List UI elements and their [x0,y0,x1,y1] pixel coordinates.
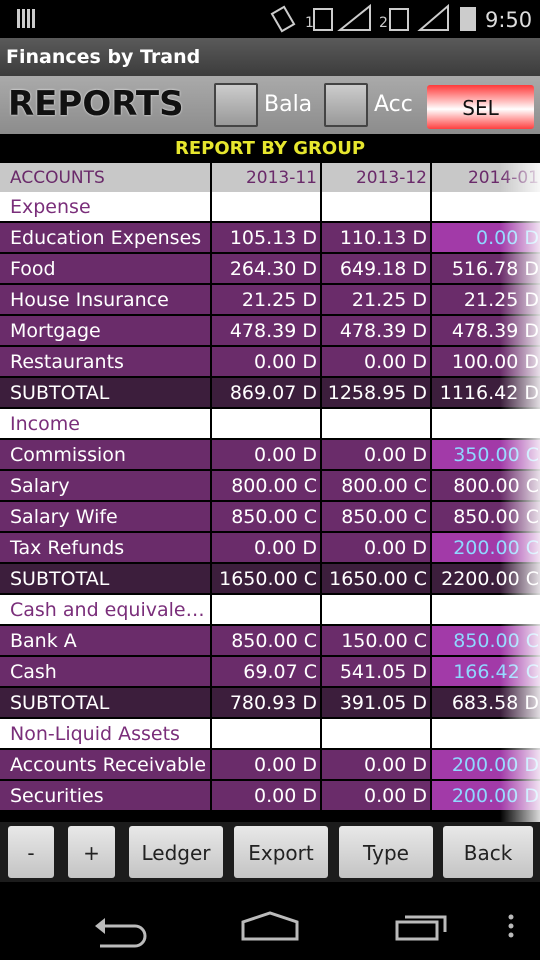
table-cell[interactable]: 0.00 D [212,781,320,810]
table-cell[interactable]: 69.07 C [212,657,320,686]
table-cell[interactable]: 0.00 D [322,750,430,779]
checkbox-label: Bala [264,92,313,117]
table-cell: Cash and equivale… [0,595,210,624]
table-cell[interactable]: SUBTOTAL [0,378,210,407]
table-cell[interactable]: Food [0,254,210,283]
table-cell[interactable]: SUBTOTAL [0,688,210,717]
button[interactable]: Type [339,826,433,878]
status-bar: 1 2 9:50 [0,0,540,38]
sim2: 2 [379,15,388,31]
table-cell[interactable]: 0.00 D [212,533,320,562]
table-cell[interactable]: SUBTOTAL [0,564,210,593]
table-cell[interactable]: Salary [0,471,210,500]
table-cell [322,409,430,438]
button[interactable]: - [8,826,54,878]
table-cell [322,719,430,748]
table-cell[interactable]: 391.05 D [322,688,430,717]
table-cell[interactable]: Mortgage [0,316,210,345]
checkbox-label: Acc [374,92,413,117]
table-cell[interactable]: 1650.00 C [322,564,430,593]
table-cell[interactable]: Cash [0,657,210,686]
table-cell [212,192,320,221]
table-cell: Income [0,409,210,438]
table-cell[interactable]: 150.00 C [322,626,430,655]
table-cell[interactable]: Restaurants [0,347,210,376]
table-cell [212,595,320,624]
table-cell[interactable]: Education Expenses [0,223,210,252]
table-cell[interactable]: 21.25 D [322,285,430,314]
table-cell[interactable]: 869.07 D [212,378,320,407]
table-cell[interactable]: 0.00 D [212,750,320,779]
table-cell[interactable]: 21.25 D [212,285,320,314]
button[interactable]: Back [443,826,533,878]
table-cell[interactable]: 105.13 D [212,223,320,252]
clock: 9:50 [485,8,532,32]
checkbox[interactable] [324,83,368,127]
table-cell: Expense [0,192,210,221]
table-cell: Non-Liquid Assets [0,719,210,748]
table-cell[interactable]: 0.00 D [322,781,430,810]
checkbox[interactable] [214,83,258,127]
table-cell[interactable]: 0.00 D [212,347,320,376]
table-cell[interactable]: Bank A [0,626,210,655]
app-title: Finances by Trand [0,38,540,76]
column-header: 2013-12 [322,163,430,192]
table-cell[interactable]: 0.00 D [322,440,430,469]
select-button[interactable]: SEL [427,85,534,129]
table-cell[interactable]: 800.00 C [212,471,320,500]
status-icons: 1 2 9:50 [17,3,532,33]
table-cell [322,192,430,221]
table-cell[interactable]: 0.00 D [322,347,430,376]
table-cell[interactable]: 800.00 C [322,471,430,500]
table-cell[interactable]: 478.39 D [322,316,430,345]
button[interactable]: Export [234,826,328,878]
column-header: 2013-11 [212,163,320,192]
table-cell[interactable]: Salary Wife [0,502,210,531]
button[interactable]: + [68,826,115,878]
table-cell[interactable]: 478.39 D [212,316,320,345]
button[interactable]: Ledger [129,826,223,878]
table-cell[interactable]: Accounts Receivable [0,750,210,779]
page-title: REPORTS [8,84,184,124]
table-cell[interactable]: 1650.00 C [212,564,320,593]
table-cell [212,409,320,438]
table-cell[interactable]: House Insurance [0,285,210,314]
table-cell[interactable]: Securities [0,781,210,810]
table-cell[interactable]: Commission [0,440,210,469]
scroll-fade [500,163,540,822]
sim1: 1 [305,15,314,31]
nav-bar [95,911,514,948]
table-cell [212,719,320,748]
table-cell[interactable]: 850.00 C [212,502,320,531]
header: REPORTS Bala Acc SEL [0,76,540,134]
column-header: ACCOUNTS [0,163,210,192]
table-cell[interactable]: 1258.95 D [322,378,430,407]
table-cell[interactable]: 0.00 D [322,533,430,562]
table-cell[interactable]: 649.18 D [322,254,430,283]
table-cell[interactable]: 110.13 D [322,223,430,252]
home-nav[interactable] [241,911,299,941]
recents-nav[interactable] [395,920,439,941]
back-nav[interactable] [100,924,147,948]
table-cell [322,595,430,624]
table-cell[interactable]: 850.00 C [322,502,430,531]
table-cell[interactable]: 780.93 D [212,688,320,717]
table-cell[interactable]: 0.00 D [212,440,320,469]
report-title: REPORT BY GROUP [0,134,540,163]
table-cell[interactable]: Tax Refunds [0,533,210,562]
table-cell[interactable]: 264.30 D [212,254,320,283]
button-bar: - + Ledger Export Type Back [0,822,540,882]
table-cell[interactable]: 541.05 D [322,657,430,686]
table-cell[interactable]: 850.00 C [212,626,320,655]
report-table: ACCOUNTS2013-112013-122014-01ExpenseEduc… [0,163,540,822]
